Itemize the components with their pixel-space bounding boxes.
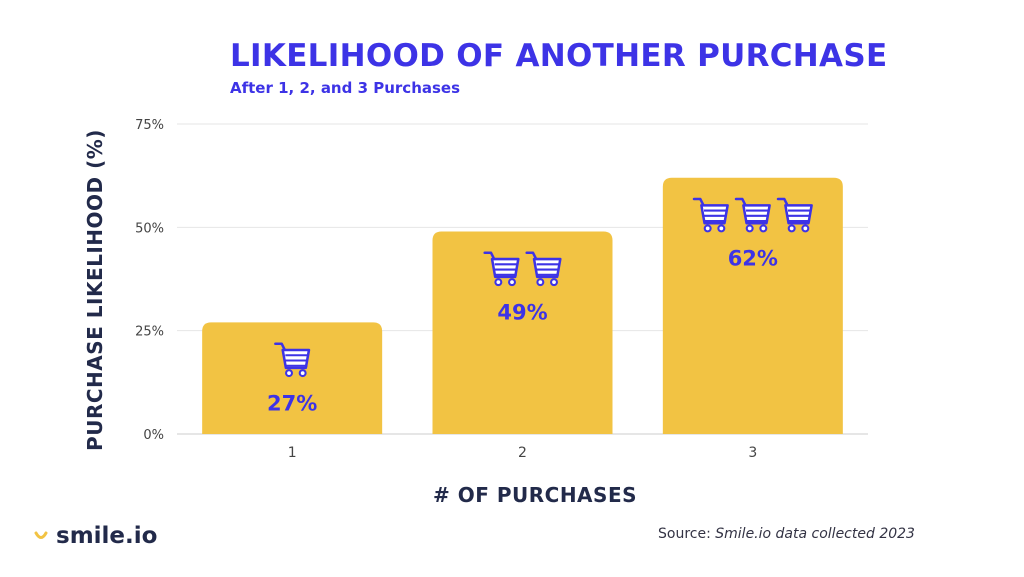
- y-tick-label: 25%: [135, 325, 164, 340]
- bar-group: 27%: [202, 322, 383, 434]
- y-tick-label: 75%: [135, 118, 164, 133]
- bar-group: 62%: [662, 177, 843, 434]
- brand-logo: smile.io: [34, 523, 157, 549]
- bar: [432, 231, 613, 434]
- bar-group: 49%: [432, 231, 613, 434]
- shopping-cart-icon: [483, 251, 520, 287]
- bar: [662, 177, 843, 434]
- x-axis-label: # OF PURCHASES: [432, 483, 638, 507]
- y-tick-label: 0%: [143, 428, 164, 443]
- y-tick-label: 50%: [135, 221, 164, 236]
- shopping-cart-icon: [776, 197, 813, 233]
- data-label: 49%: [497, 300, 547, 324]
- data-label: 27%: [267, 391, 317, 415]
- y-axis-label: PURCHASE LIKELIHOOD (%): [83, 129, 107, 451]
- shopping-cart-icon: [525, 251, 562, 287]
- x-tick-label: 1: [288, 445, 297, 461]
- x-tick-label: 2: [518, 445, 527, 461]
- data-label: 62%: [728, 247, 778, 271]
- brand-name: smile.io: [56, 523, 158, 549]
- smile-icon: [34, 531, 48, 539]
- x-tick-label: 3: [748, 445, 757, 461]
- source-text: Smile.io data collected 2023: [715, 526, 915, 542]
- chart-subtitle: After 1, 2, and 3 Purchases: [230, 79, 461, 97]
- shopping-cart-icon: [274, 342, 311, 378]
- shopping-cart-icon: [734, 197, 771, 233]
- chart-title: LIKELIHOOD OF ANOTHER PURCHASE: [230, 38, 888, 74]
- source-prefix: Source:: [658, 526, 716, 542]
- shopping-cart-icon: [692, 197, 729, 233]
- source-note: Source: Smile.io data collected 2023: [658, 526, 915, 542]
- bar: [202, 322, 383, 434]
